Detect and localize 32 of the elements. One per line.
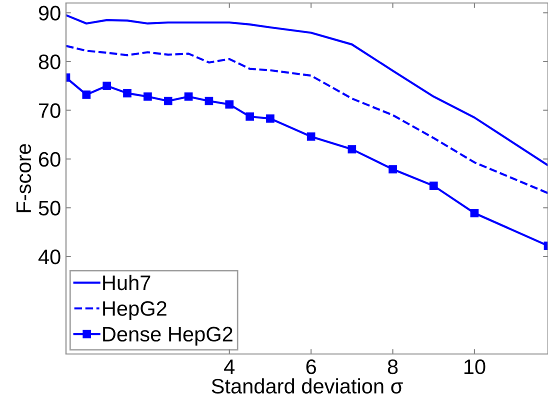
y-tick-label: 70 [39,103,60,118]
point [164,96,172,106]
y-tick-label: 80 [38,54,60,70]
legend-label: HepG2 [103,301,166,320]
point [348,145,356,154]
x-tick-label: 8 [388,359,398,374]
line-series [66,44,548,194]
point [429,182,438,190]
legend-label: Dense HepG2 [103,326,232,346]
y-axis-title: F-score [16,144,32,212]
line-series [66,14,548,166]
point [266,114,274,123]
y-tick-label: 60 [39,152,60,167]
point [82,90,91,99]
point [388,165,397,174]
x-tick-label: 10 [464,359,486,374]
point [144,92,152,101]
point [102,82,112,90]
x-tick-label: 4 [224,360,235,374]
legend-label: Huh7 [103,274,150,290]
y-tick-label: 50 [38,200,60,216]
point [204,96,214,106]
point [470,208,479,218]
point [225,100,234,109]
x-tick-label: 6 [306,359,316,374]
point [123,89,132,98]
y-tick-label: 90 [38,6,60,21]
point [246,112,254,121]
point [306,132,316,141]
point [184,92,193,101]
y-tick-label: 40 [38,250,60,264]
x-axis-title: Standard deviation σ [212,378,403,394]
